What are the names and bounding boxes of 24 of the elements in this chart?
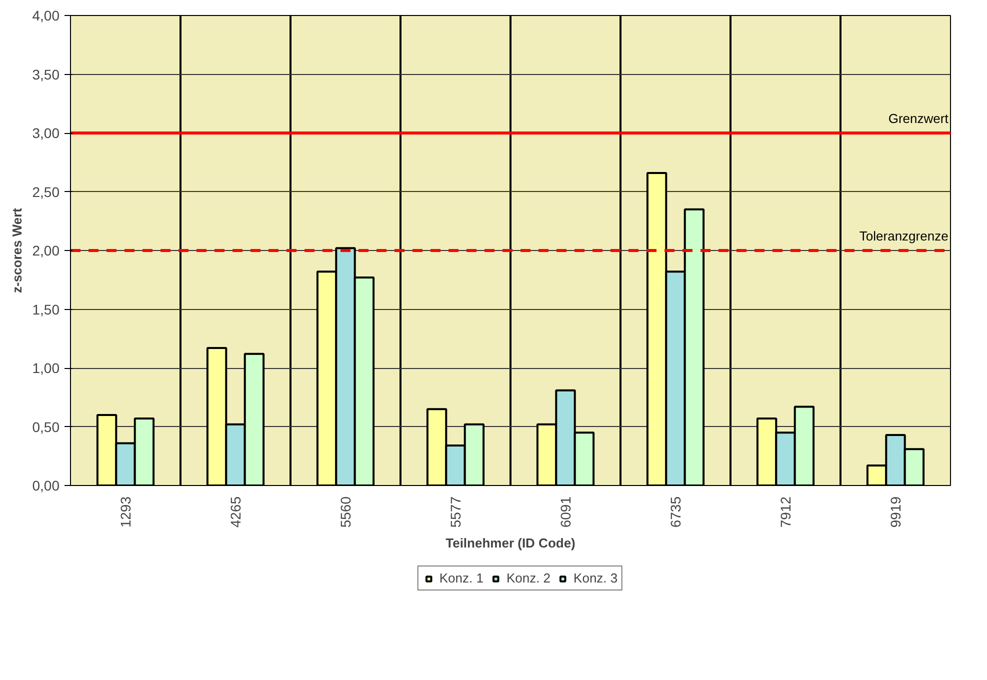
x-tick-label: 4265: [228, 496, 244, 528]
y-tick-label: 4,00: [32, 8, 60, 24]
y-tick-label: 3,50: [32, 66, 60, 82]
y-tick-label: 3,00: [32, 125, 60, 141]
x-tick-label: 6091: [558, 496, 574, 528]
y-tick-label: 2,50: [32, 184, 60, 200]
x-tick-label: 1293: [118, 496, 134, 528]
legend-label: Konz. 3: [574, 570, 618, 586]
legend-label: Konz. 2: [506, 570, 551, 586]
y-axis-title: z-scores Wert: [9, 207, 24, 294]
x-tick-label: 5560: [338, 496, 354, 528]
y-tick-label: 0,50: [32, 418, 60, 435]
x-axis-title: Teilnehmer (ID Code): [446, 536, 576, 551]
ref-line-label: Toleranzgrenze: [859, 228, 948, 244]
x-tick-label: 7912: [778, 496, 794, 528]
legend-label: Konz. 1: [439, 570, 484, 586]
x-tick-label: 6735: [668, 496, 684, 528]
y-tick-label: 0,00: [32, 478, 60, 494]
ref-line-label: Grenzwert: [888, 111, 949, 126]
y-tick-label: 1,00: [32, 360, 60, 376]
y-tick-label: 2,00: [32, 242, 60, 258]
x-tick-label: 9919: [888, 496, 904, 528]
y-tick-label: 1,50: [32, 301, 60, 318]
x-tick-label: 5577: [448, 496, 464, 528]
